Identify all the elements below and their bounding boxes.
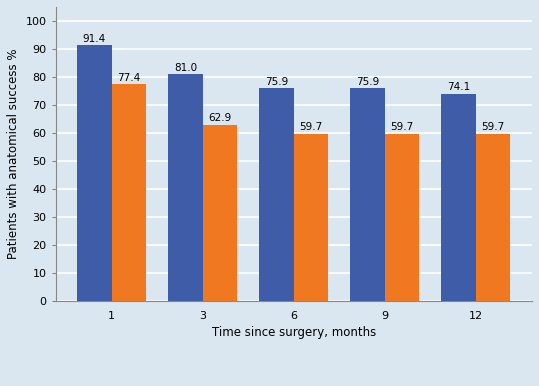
Text: 74.1: 74.1 <box>447 82 470 92</box>
Text: 59.7: 59.7 <box>300 122 323 132</box>
Text: 59.7: 59.7 <box>481 122 505 132</box>
Text: 59.7: 59.7 <box>390 122 414 132</box>
Bar <box>112 84 147 301</box>
Bar <box>294 134 328 301</box>
Text: 81.0: 81.0 <box>174 63 197 73</box>
Bar <box>259 88 294 301</box>
Text: 77.4: 77.4 <box>118 73 141 83</box>
Bar <box>168 74 203 301</box>
Bar <box>385 134 419 301</box>
Bar <box>203 125 237 301</box>
Bar <box>476 134 510 301</box>
Text: 91.4: 91.4 <box>83 34 106 44</box>
Bar <box>77 45 112 301</box>
Text: 62.9: 62.9 <box>209 113 232 124</box>
Y-axis label: Patients with anatomical success %: Patients with anatomical success % <box>7 49 20 259</box>
Text: 75.9: 75.9 <box>356 77 379 87</box>
Bar <box>441 93 476 301</box>
Text: 75.9: 75.9 <box>265 77 288 87</box>
Bar <box>350 88 385 301</box>
X-axis label: Time since surgery, months: Time since surgery, months <box>212 326 376 339</box>
